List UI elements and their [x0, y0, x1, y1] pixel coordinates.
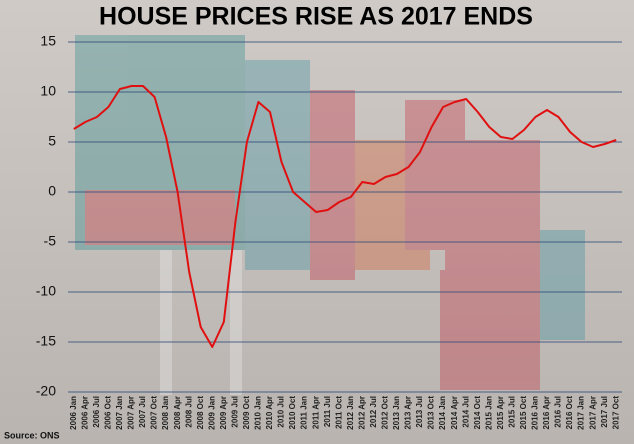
x-tick-label: 2010 Jan [254, 396, 263, 430]
x-tick-label: 2014 Jan [438, 396, 447, 430]
x-tick-label: 2009 Apr [219, 396, 228, 430]
x-tick-label: 2008 Apr [173, 396, 182, 430]
x-tick-label: 2017 Jul [600, 396, 609, 428]
x-tick-label: 2017 Apr [588, 396, 597, 430]
chart-title: HOUSE PRICES RISE AS 2017 ENDS [99, 3, 533, 31]
x-tick-label: 2010 Apr [265, 396, 274, 430]
x-tick-label: 2007 Jul [138, 396, 147, 428]
x-tick-label: 2008 Oct [196, 396, 205, 430]
x-tick-label: 2007 Oct [150, 396, 159, 430]
y-tick-label: -15 [36, 333, 56, 349]
x-tick-label: 2007 Jan [115, 396, 124, 430]
x-tick-label: 2009 Jan [207, 396, 216, 430]
x-tick-label: 2011 Jul [323, 396, 332, 427]
source: Source: ONS [4, 430, 60, 440]
x-tick-label: 2007 Apr [127, 396, 136, 430]
x-tick-label: 2012 Oct [381, 396, 390, 430]
y-tick-label: 0 [48, 183, 56, 199]
x-tick-label: 2013 Jan [392, 396, 401, 430]
x-tick-label: 2016 Apr [542, 396, 551, 430]
x-tick-label: 2016 Jul [554, 396, 563, 428]
data-line [73, 85, 617, 348]
y-tick-label: -20 [36, 383, 56, 399]
x-tick-label: 2014 Apr [450, 396, 459, 430]
x-tick-label: 2010 Jul [277, 396, 286, 428]
x-tick-label: 2009 Oct [242, 396, 251, 430]
x-tick-label: 2013 Jul [415, 396, 424, 428]
x-tick-label: 2015 Apr [496, 396, 505, 430]
y-tick-label: -5 [44, 233, 57, 249]
x-tick-label: 2015 Oct [519, 396, 528, 430]
x-tick-label: 2011 Jan [300, 396, 309, 429]
x-tick-label: 2017 Jan [577, 396, 586, 430]
y-tick-label: 15 [40, 33, 56, 49]
x-tick-label: 2009 Jul [230, 396, 239, 428]
x-tick-label: 2015 Jul [507, 396, 516, 428]
x-tick-label: 2014 Oct [473, 396, 482, 430]
x-tick-label: 2006 Jan [69, 396, 78, 430]
x-tick-label: 2006 Apr [80, 396, 89, 430]
x-tick-label: 2016 Jan [531, 396, 540, 430]
x-tick-label: 2016 Oct [565, 396, 574, 430]
x-tick-label: 2006 Jul [92, 396, 101, 428]
x-tick-label: 2010 Oct [288, 396, 297, 430]
x-tick-label: 2012 Jan [346, 396, 355, 430]
x-tick-label: 2013 Oct [427, 396, 436, 430]
x-tick-label: 2008 Jul [184, 396, 193, 428]
y-tick-label: -10 [36, 283, 56, 299]
x-tick-label: 2013 Apr [404, 396, 413, 430]
x-tick-label: 2011 Apr [311, 396, 320, 429]
x-tick-label: 2008 Jan [161, 396, 170, 430]
x-tick-label: 2014 Jul [461, 396, 470, 428]
x-tick-label: 2012 Apr [357, 396, 366, 430]
x-tick-label: 2015 Jan [484, 396, 493, 430]
y-tick-label: 10 [40, 83, 56, 99]
x-tick-label: 2012 Jul [369, 396, 378, 428]
x-tick-label: 2006 Oct [104, 396, 113, 430]
x-tick-label: 2017 Oct [611, 396, 620, 430]
x-tick-label: 2011 Oct [334, 396, 343, 429]
y-tick-label: 5 [48, 133, 56, 149]
